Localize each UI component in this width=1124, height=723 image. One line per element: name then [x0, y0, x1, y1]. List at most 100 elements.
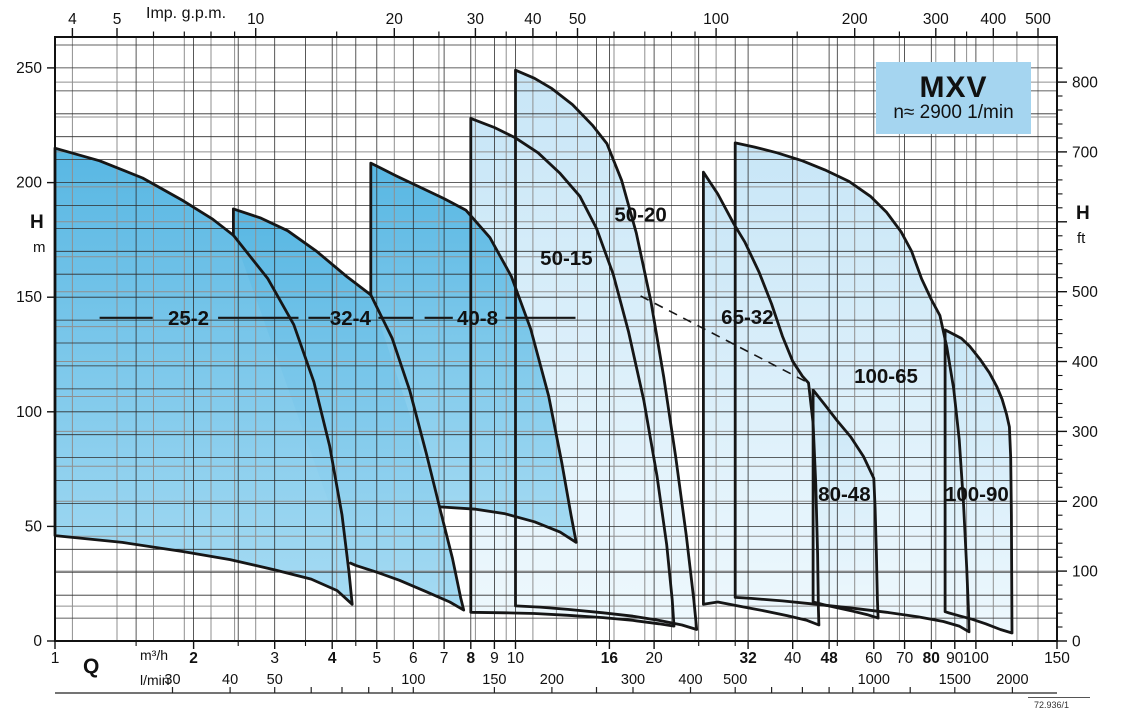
pump-label-80-48: 80-48: [818, 483, 870, 506]
top-tick-500: 500: [1025, 11, 1051, 28]
envelope-fill-25-2: [55, 148, 353, 605]
flow-axis-unit-lmin: l/min: [140, 672, 170, 688]
envelope-outline-50-20: [514, 68, 699, 631]
pump-label-50-20: 50-20: [614, 204, 666, 227]
left-axis-unit: m: [33, 239, 46, 256]
envelope-fill-100-90: [945, 329, 1012, 633]
bottom-m3h-tick-32: 32: [739, 650, 756, 667]
envelope-outline-50-15: [469, 117, 676, 628]
bottom-lmin-tick-100: 100: [401, 672, 425, 688]
top-tick-30: 30: [467, 11, 485, 28]
envelope-outline-100-90: [943, 328, 1014, 635]
right-tick-200: 200: [1072, 494, 1098, 511]
pump-series-name: MXV: [919, 70, 988, 104]
bottom-m3h-tick-40: 40: [784, 650, 802, 667]
bottom-lmin-tick-150: 150: [482, 672, 506, 688]
pump-labels: 50-15 50-20 65-32 100-65 80-48 100-90 25-2 32-4…: [168, 204, 1009, 507]
bottom-lmin-tick-300: 300: [621, 672, 645, 688]
bottom-m3h-tick-20: 20: [645, 650, 663, 667]
right-tick-400: 400: [1072, 354, 1098, 371]
top-tick-40: 40: [524, 11, 542, 28]
flow-axis-symbol: Q: [83, 655, 100, 678]
bottom-m3h-tick-90: 90: [946, 650, 964, 667]
top-tick-400: 400: [980, 11, 1006, 28]
left-tick-250: 250: [16, 60, 42, 77]
right-axis: 0 100 200 300 400 500 700 800: [1057, 67, 1098, 651]
bottom-m3h-tick-1: 1: [51, 650, 60, 667]
bottom-lmin-tick-400: 400: [678, 672, 702, 688]
envelope-outline-25-2: [53, 146, 354, 606]
bottom-lmin-tick-500: 500: [723, 672, 747, 688]
bottom-m3h-tick-3: 3: [270, 650, 279, 667]
pump-label-50-15: 50-15: [540, 247, 592, 270]
grid-layer-gray: [55, 37, 1057, 641]
envelope-fill-100-65: [735, 142, 969, 632]
pump-label-100-90: 100-90: [945, 483, 1009, 506]
bottom-m3h-tick-5: 5: [372, 650, 381, 667]
right-tick-0: 0: [1072, 634, 1081, 651]
bottom-m3h-tick-9: 9: [490, 650, 499, 667]
envelope-fill-50-20: [515, 70, 697, 630]
right-tick-500: 500: [1072, 284, 1098, 301]
envelope-outline-80-48: [811, 388, 880, 620]
bottom-m3h-tick-8: 8: [466, 650, 475, 667]
envelope-outline-100-65: [733, 141, 971, 634]
top-tick-5: 5: [113, 11, 122, 28]
bottom-lmin-tick-30: 30: [164, 672, 180, 688]
left-axis-symbol: H: [30, 212, 44, 233]
bottom-lmin-tick-50: 50: [267, 672, 283, 688]
chart-title-box: MXV n≈ 2900 1/min: [876, 62, 1031, 134]
pump-speed: n≈ 2900 1/min: [893, 102, 1014, 124]
left-axis: 0 50 100 150 200 250: [16, 60, 55, 650]
bottom-lmin-tick-1500: 1500: [939, 672, 971, 688]
envelope-fill-32-4: [233, 208, 464, 611]
bottom-lmin-tick-1000: 1000: [858, 672, 890, 688]
pump-label-25-2: 25-2: [168, 307, 209, 330]
document-number: 72.936/1: [1034, 700, 1070, 710]
left-tick-200: 200: [16, 175, 42, 192]
bottom-m3h-tick-16: 16: [601, 650, 619, 667]
envelope-outline-65-32: [702, 170, 821, 627]
bottom-m3h-tick-150: 150: [1044, 650, 1070, 667]
bottom-m3h-tick-60: 60: [865, 650, 883, 667]
top-tick-20: 20: [386, 11, 404, 28]
top-tick-50: 50: [569, 11, 587, 28]
right-tick-700: 700: [1072, 144, 1098, 161]
bottom-m3h-tick-2: 2: [189, 650, 198, 667]
bottom-m3h-tick-10: 10: [507, 650, 525, 667]
lmin-axis: 30 40 50 100 150 200 300 400 500 1000 1500 2000: [55, 672, 1090, 698]
flow-axis-unit-m3h: m³/h: [140, 647, 168, 663]
right-tick-100: 100: [1072, 564, 1098, 581]
bottom-m3h-tick-6: 6: [409, 650, 418, 667]
bottom-m3h-tick-100: 100: [963, 650, 989, 667]
bottom-lmin-tick-40: 40: [222, 672, 238, 688]
right-axis-unit: ft: [1077, 230, 1086, 247]
right-axis-symbol: H: [1076, 203, 1090, 224]
pump-label-65-32: 65-32: [721, 306, 773, 329]
top-tick-100: 100: [703, 11, 729, 28]
top-tick-300: 300: [923, 11, 949, 28]
top-axis: 4 5 10 20 30 40 50 100 200 300 400 500: [68, 11, 1051, 37]
bottom-lmin-tick-2000: 2000: [996, 672, 1028, 688]
top-axis-unit-label: Imp. g.p.m.: [146, 5, 227, 22]
left-tick-100: 100: [16, 404, 42, 421]
pump-label-40-8: 40-8: [457, 307, 498, 330]
bottom-m3h-tick-80: 80: [923, 650, 940, 667]
bottom-m3h-tick-48: 48: [820, 650, 838, 667]
left-tick-150: 150: [16, 289, 42, 306]
top-tick-4: 4: [68, 11, 77, 28]
right-tick-300: 300: [1072, 424, 1098, 441]
pump-label-100-65: 100-65: [854, 365, 918, 388]
left-tick-0: 0: [33, 633, 42, 650]
bottom-axis: 1 2 3 4 5 6 7 8 9 10 16 20 32 40 48 60 70 80 90 100 150: [51, 641, 1070, 667]
envelope-outline-32-4: [232, 207, 466, 612]
envelope-fill-40-8: [370, 163, 577, 543]
bottom-m3h-tick-4: 4: [328, 650, 337, 667]
left-tick-50: 50: [25, 518, 43, 535]
top-tick-200: 200: [842, 11, 868, 28]
right-tick-800: 800: [1072, 75, 1098, 92]
bottom-m3h-tick-70: 70: [896, 650, 914, 667]
bottom-lmin-tick-200: 200: [540, 672, 564, 688]
